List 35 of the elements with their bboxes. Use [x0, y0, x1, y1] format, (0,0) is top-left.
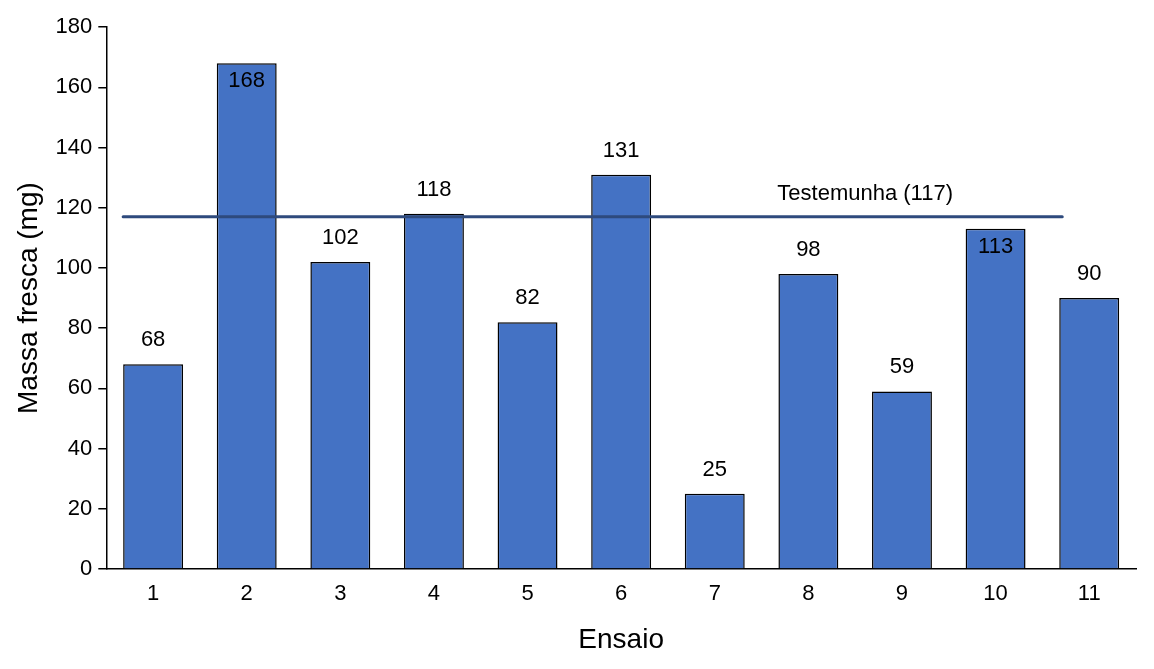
y-tick-label: 60 — [67, 374, 93, 400]
y-tick-label: 40 — [67, 434, 93, 460]
data-label: 113 — [978, 232, 1014, 258]
x-tick-label: 10 — [983, 580, 1008, 606]
data-label: 102 — [321, 224, 359, 250]
y-tick-label: 0 — [80, 555, 93, 581]
data-label: 90 — [1076, 260, 1102, 286]
x-tick-label: 1 — [146, 580, 160, 606]
x-tick-label: 5 — [521, 580, 534, 606]
y-tick-label: 160 — [55, 73, 93, 99]
data-label: 59 — [889, 353, 915, 379]
y-tick-label: 140 — [55, 133, 93, 159]
x-tick-label: 9 — [895, 580, 909, 606]
data-label: 168 — [228, 67, 266, 93]
x-tick-label: 11 — [1077, 580, 1101, 606]
y-tick-label: 100 — [55, 254, 93, 280]
x-tick-label: 2 — [240, 580, 253, 606]
x-tick-label: 6 — [615, 580, 628, 606]
y-axis-title: Massa fresca (mg) — [11, 182, 43, 415]
data-label: 68 — [140, 326, 166, 352]
x-tick-label: 4 — [427, 580, 441, 606]
data-label: 98 — [796, 236, 821, 262]
y-tick-label: 180 — [55, 13, 93, 39]
x-axis-title: Ensaio — [578, 622, 664, 654]
x-tick-label: 8 — [802, 580, 815, 606]
x-tick-label: 7 — [708, 580, 721, 606]
y-tick-label: 80 — [67, 314, 93, 340]
data-label: 25 — [702, 455, 727, 481]
y-tick-label: 120 — [55, 193, 93, 219]
x-tick-label: 3 — [334, 580, 347, 606]
y-tick-label: 20 — [67, 494, 93, 520]
data-label: 82 — [515, 284, 540, 310]
data-label: 131 — [602, 136, 640, 162]
data-label: 118 — [416, 175, 452, 201]
ref-line-label: Testemunha (117) — [777, 179, 954, 205]
